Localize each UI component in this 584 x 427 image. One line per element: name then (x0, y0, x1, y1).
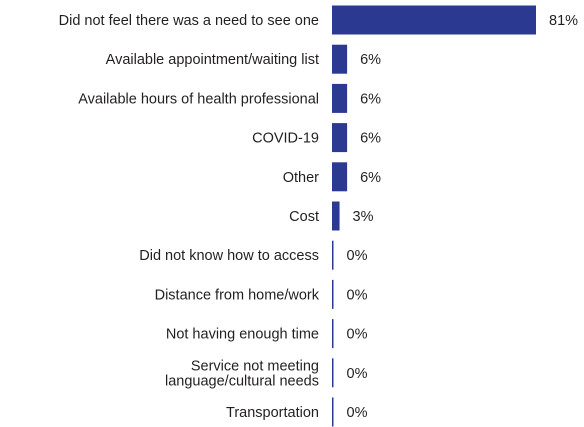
bar (332, 123, 348, 153)
category-label: Cost (289, 209, 319, 225)
value-labels-group: 81% 6% 6% 6% 6% 3% 0% 0% 0% 0% 0% (347, 13, 579, 421)
bar (332, 83, 348, 113)
bar (332, 201, 340, 231)
category-label: Transportation (226, 405, 319, 421)
category-label: Not having enough time (166, 327, 319, 343)
value-label: 0% (347, 405, 368, 421)
bar (332, 397, 334, 427)
value-label: 6% (360, 91, 381, 107)
category-label: Did not know how to access (139, 248, 319, 264)
value-label: 6% (360, 52, 381, 68)
bar (332, 44, 348, 74)
value-label: 81% (549, 13, 578, 29)
category-label: Available appointment/waiting list (106, 52, 319, 68)
bar (332, 5, 536, 35)
value-label: 6% (360, 131, 381, 147)
value-label: 3% (353, 209, 374, 225)
category-label: Service not meeting language/cultural nee… (165, 358, 319, 389)
value-label: 0% (347, 248, 368, 264)
bar (332, 279, 334, 309)
value-label: 0% (347, 327, 368, 343)
category-label: Available hours of health professional (78, 91, 319, 107)
value-label: 0% (347, 366, 368, 382)
bar (332, 358, 334, 388)
bar (332, 319, 334, 349)
bars-group (332, 5, 536, 427)
category-label: Distance from home/work (155, 287, 320, 303)
value-label: 0% (347, 287, 368, 303)
value-label: 6% (360, 170, 381, 186)
category-label: Other (283, 170, 319, 186)
bar (332, 162, 348, 192)
category-labels-group: Did not feel there was a need to see one… (59, 13, 320, 421)
category-label: Did not feel there was a need to see one (59, 13, 319, 29)
bar (332, 240, 334, 270)
category-label: COVID-19 (252, 131, 319, 147)
